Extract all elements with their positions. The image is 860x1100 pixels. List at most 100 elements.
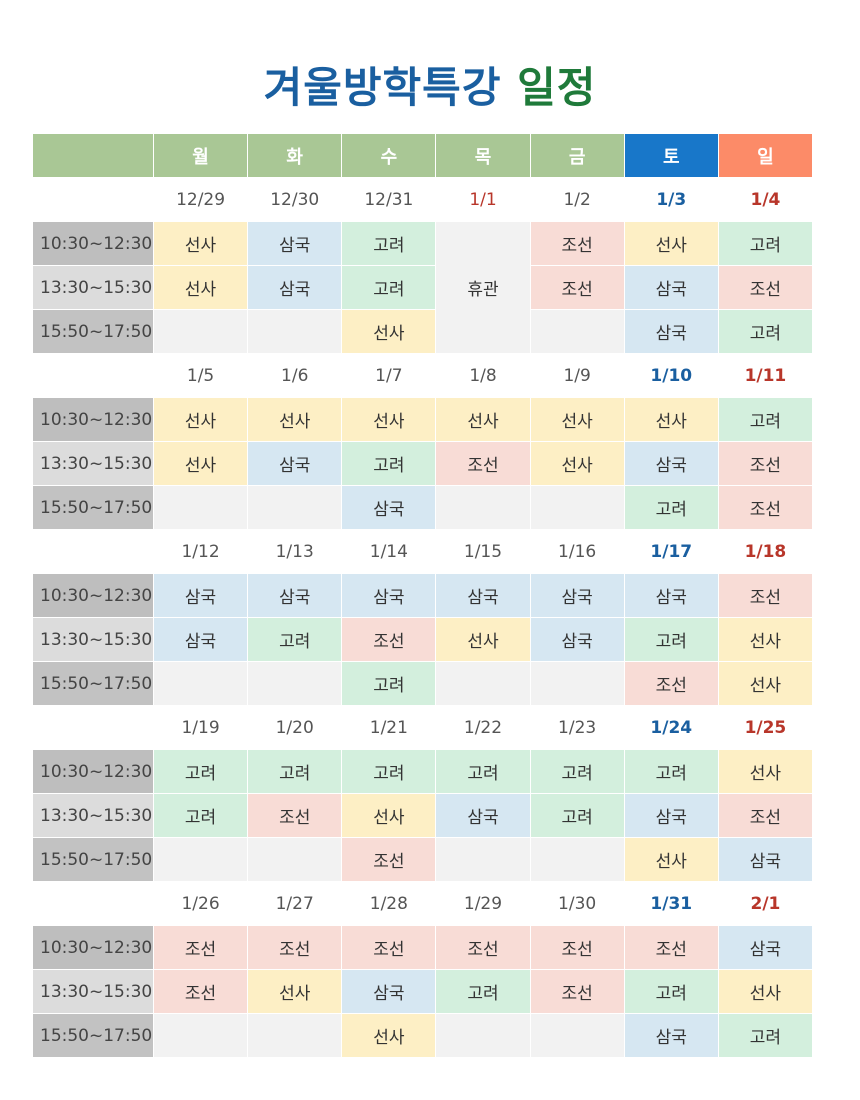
date-label: 1/27: [248, 882, 342, 925]
class-goryeo: 고려: [530, 794, 624, 837]
class-goryeo: 고려: [154, 750, 248, 793]
date-label: 1/7: [342, 354, 436, 397]
class-samguk: 삼국: [436, 794, 530, 837]
day-header: 수: [342, 134, 436, 177]
class-samguk: 삼국: [624, 1014, 718, 1057]
class-seonsa: 선사: [154, 222, 248, 265]
time-slot-label: 13:30~15:30: [33, 970, 153, 1013]
day-header: 토: [624, 134, 718, 177]
class-goryeo: 고려: [248, 618, 342, 661]
date-row-spacer: [33, 178, 153, 221]
time-slot-label: 10:30~12:30: [33, 222, 153, 265]
class-samguk: 삼국: [154, 574, 248, 617]
date-label: 2/1: [718, 882, 812, 925]
class-samguk: 삼국: [624, 266, 718, 309]
day-header: 화: [248, 134, 342, 177]
empty-slot: [530, 486, 624, 529]
time-slot-label: 13:30~15:30: [33, 618, 153, 661]
date-label: 1/6: [248, 354, 342, 397]
class-joseon: 조선: [718, 574, 812, 617]
empty-slot: [154, 838, 248, 881]
date-label: 12/29: [154, 178, 248, 221]
date-label: 1/25: [718, 706, 812, 749]
class-goryeo: 고려: [624, 486, 718, 529]
empty-slot: [154, 1014, 248, 1057]
class-seonsa: 선사: [624, 838, 718, 881]
class-goryeo: 고려: [436, 750, 530, 793]
class-samguk: 삼국: [248, 574, 342, 617]
class-samguk: 삼국: [248, 222, 342, 265]
class-goryeo: 고려: [248, 750, 342, 793]
title-schedule: 일정: [517, 63, 597, 112]
class-goryeo: 고려: [624, 970, 718, 1013]
class-goryeo: 고려: [342, 442, 436, 485]
class-goryeo: 고려: [624, 750, 718, 793]
class-seonsa: 선사: [436, 398, 530, 441]
class-joseon: 조선: [718, 442, 812, 485]
class-seonsa: 선사: [342, 398, 436, 441]
class-joseon: 조선: [342, 838, 436, 881]
class-samguk: 삼국: [342, 486, 436, 529]
date-label: 1/29: [436, 882, 530, 925]
date-label: 1/23: [530, 706, 624, 749]
date-label: 1/3: [624, 178, 718, 221]
date-label: 12/31: [342, 178, 436, 221]
empty-slot: [436, 838, 530, 881]
class-seonsa: 선사: [530, 442, 624, 485]
empty-slot: [248, 310, 342, 353]
class-goryeo: 고려: [154, 794, 248, 837]
empty-slot: [530, 1014, 624, 1057]
class-seonsa: 선사: [248, 970, 342, 1013]
empty-slot: [248, 1014, 342, 1057]
class-goryeo: 고려: [718, 310, 812, 353]
empty-slot: [530, 662, 624, 705]
day-header: 금: [530, 134, 624, 177]
class-seonsa: 선사: [154, 266, 248, 309]
header-corner: [33, 134, 153, 177]
class-joseon: 조선: [436, 442, 530, 485]
class-seonsa: 선사: [624, 222, 718, 265]
date-label: 1/24: [624, 706, 718, 749]
date-label: 1/22: [436, 706, 530, 749]
class-seonsa: 선사: [624, 398, 718, 441]
time-slot-label: 10:30~12:30: [33, 398, 153, 441]
empty-slot: [154, 310, 248, 353]
title-main: 겨울방학특강: [263, 63, 502, 112]
date-label: 1/18: [718, 530, 812, 573]
time-slot-label: 15:50~17:50: [33, 838, 153, 881]
date-label: 1/9: [530, 354, 624, 397]
date-row-spacer: [33, 706, 153, 749]
date-label: 12/30: [248, 178, 342, 221]
date-row-spacer: [33, 530, 153, 573]
class-seonsa: 선사: [248, 398, 342, 441]
class-joseon: 조선: [624, 662, 718, 705]
class-goryeo: 고려: [624, 618, 718, 661]
date-label: 1/10: [624, 354, 718, 397]
date-label: 1/17: [624, 530, 718, 573]
date-label: 1/12: [154, 530, 248, 573]
time-slot-label: 13:30~15:30: [33, 442, 153, 485]
class-seonsa: 선사: [530, 398, 624, 441]
date-label: 1/1: [436, 178, 530, 221]
class-samguk: 삼국: [718, 838, 812, 881]
empty-slot: [530, 838, 624, 881]
empty-slot: [436, 662, 530, 705]
class-seonsa: 선사: [154, 398, 248, 441]
class-goryeo: 고려: [342, 266, 436, 309]
class-seonsa: 선사: [342, 794, 436, 837]
class-joseon: 조선: [718, 266, 812, 309]
date-label: 1/28: [342, 882, 436, 925]
time-slot-label: 13:30~15:30: [33, 794, 153, 837]
class-seonsa: 선사: [718, 662, 812, 705]
date-row-spacer: [33, 882, 153, 925]
class-joseon: 조선: [436, 926, 530, 969]
date-label: 1/13: [248, 530, 342, 573]
date-label: 1/4: [718, 178, 812, 221]
date-label: 1/26: [154, 882, 248, 925]
class-goryeo: 고려: [530, 750, 624, 793]
class-goryeo: 고려: [342, 222, 436, 265]
class-joseon: 조선: [718, 794, 812, 837]
date-label: 1/15: [436, 530, 530, 573]
class-joseon: 조선: [248, 794, 342, 837]
date-row-spacer: [33, 354, 153, 397]
